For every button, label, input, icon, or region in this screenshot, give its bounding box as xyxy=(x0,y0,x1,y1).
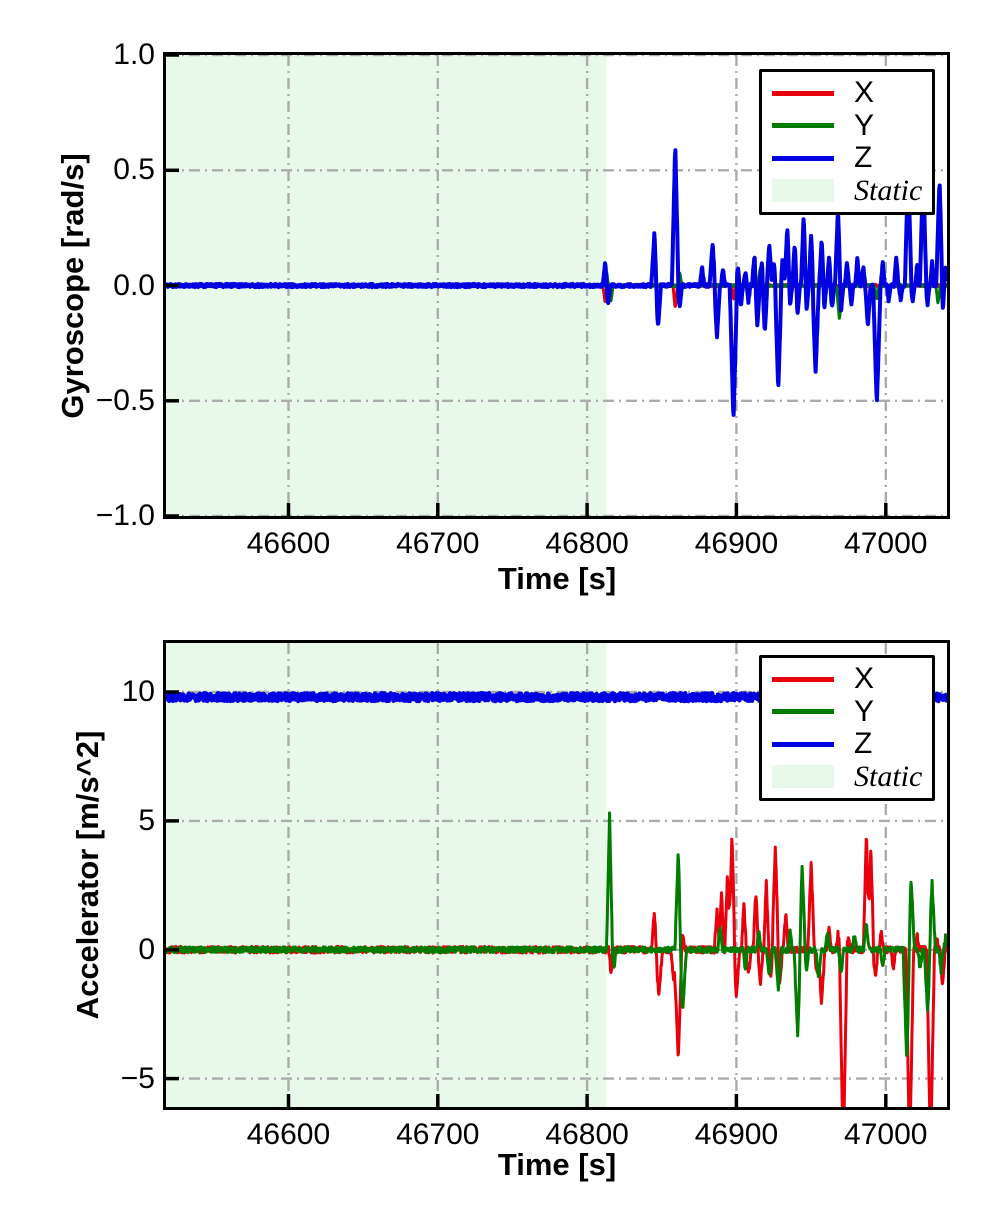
x-tick-label: 47000 xyxy=(844,527,928,560)
y-tick-label: 0.5 xyxy=(113,153,155,187)
x-tick-label: 46900 xyxy=(694,527,779,560)
legend-entry-y: Y xyxy=(772,694,932,728)
legend-label-z: Z xyxy=(854,141,873,175)
x-tick-label: 47000 xyxy=(844,1118,928,1151)
y-tick-label: 10 xyxy=(121,674,155,708)
legend: X Y Z Static xyxy=(759,655,935,801)
y-tick-label: −0.5 xyxy=(95,383,155,417)
legend: X Y Z Static xyxy=(759,69,935,215)
x-series-swatch xyxy=(772,676,834,682)
y-series-swatch xyxy=(772,709,834,715)
x-tick-label: 46900 xyxy=(694,1118,779,1151)
legend-entry-y: Y xyxy=(772,108,932,142)
y-tick-label: −5 xyxy=(120,1061,155,1095)
x-tick-label: 46700 xyxy=(396,527,480,560)
legend-label-x: X xyxy=(854,76,875,110)
legend-label-y: Y xyxy=(854,108,875,142)
legend-label-static: Static xyxy=(854,173,923,207)
x-axis-label: Time [s] xyxy=(497,1147,617,1182)
legend-entry-x: X xyxy=(772,78,932,108)
accelerator-plot-canvas xyxy=(166,643,947,1107)
series-path-z xyxy=(166,148,947,417)
legend-entry-z: Z xyxy=(772,143,932,173)
x-tick-label: 46700 xyxy=(396,1118,480,1151)
x-tick-label: 46600 xyxy=(246,527,331,560)
legend-label-z: Z xyxy=(854,727,873,761)
y-tick-label: −1.0 xyxy=(95,499,155,532)
y-tick-label: 0.0 xyxy=(113,268,155,302)
y-tick-label: 5 xyxy=(138,803,155,837)
x-tick-label: 46800 xyxy=(545,527,629,560)
y-axis-label: Accelerator [m/s^2] xyxy=(70,730,105,1020)
x-axis-label: Time [s] xyxy=(497,561,617,596)
y-series-swatch xyxy=(772,123,834,129)
z-series-swatch xyxy=(772,741,834,747)
legend-entry-static: Static xyxy=(772,759,932,793)
x-tick-label: 46800 xyxy=(545,1118,629,1151)
static-region xyxy=(166,643,607,1107)
static-region-swatch xyxy=(772,765,834,789)
y-tick-label: 1.0 xyxy=(113,38,155,71)
z-series-swatch xyxy=(772,155,834,161)
static-region-swatch xyxy=(772,179,834,203)
legend-entry-x: X xyxy=(772,664,932,694)
y-tick-label: 0 xyxy=(138,932,155,966)
legend-entry-z: Z xyxy=(772,729,932,759)
legend-label-static: Static xyxy=(854,759,923,793)
x-tick-label: 46600 xyxy=(246,1118,331,1151)
legend-label-x: X xyxy=(854,662,875,696)
x-series-swatch xyxy=(772,90,834,96)
legend-entry-static: Static xyxy=(772,173,932,207)
series-path-y xyxy=(166,811,947,1057)
legend-label-y: Y xyxy=(854,694,875,728)
